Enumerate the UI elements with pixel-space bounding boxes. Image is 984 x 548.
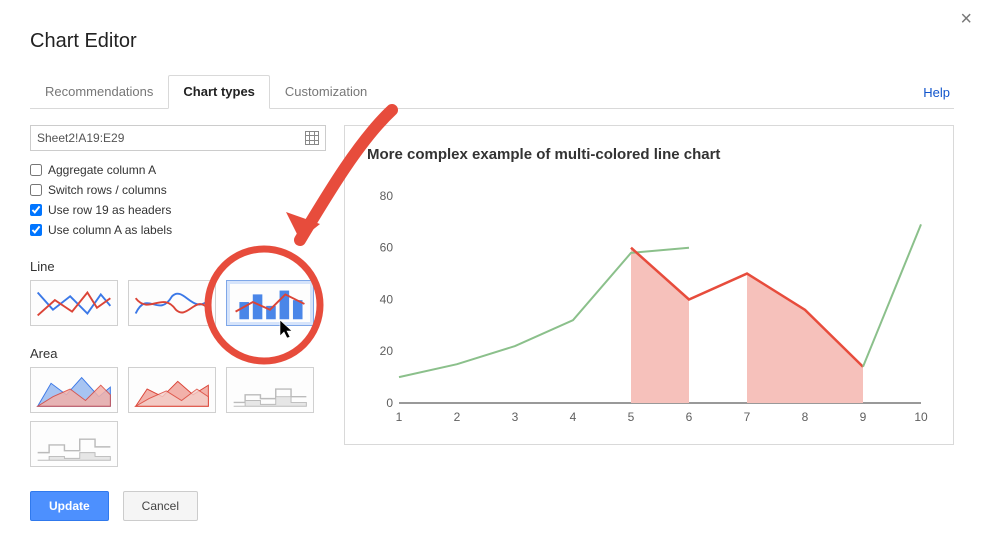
tabs: Recommendations Chart types Customizatio… [30,75,954,109]
svg-text:1: 1 [396,410,403,424]
opt-aggregate[interactable]: Aggregate column A [30,161,330,179]
chart-plot: 0 20 40 60 80 1 2 3 4 5 6 7 8 9 10 [367,177,931,427]
svg-text:3: 3 [512,410,519,424]
cancel-button[interactable]: Cancel [123,491,198,521]
svg-text:60: 60 [380,241,394,255]
section-area-label: Area [30,346,330,361]
options-group: Aggregate column A Switch rows / columns… [30,161,330,239]
opt-label: Use row 19 as headers [48,203,171,217]
dialog-title: Chart Editor [30,30,954,53]
chart-title: More complex example of multi-colored li… [367,146,931,163]
data-range-input[interactable]: Sheet2!A19:E29 [30,125,326,151]
opt-use-col-labels[interactable]: Use column A as labels [30,221,330,239]
chart-preview-panel: More complex example of multi-colored li… [330,125,954,521]
svg-text:0: 0 [386,396,393,410]
section-line-label: Line [30,259,330,274]
opt-label: Use column A as labels [48,223,172,237]
tab-chart-types[interactable]: Chart types [168,75,270,109]
opt-label: Switch rows / columns [48,183,167,197]
update-button[interactable]: Update [30,491,109,521]
checkbox-switch-rows[interactable] [30,184,42,196]
opt-label: Aggregate column A [48,163,156,177]
tab-customization[interactable]: Customization [270,75,382,109]
close-icon[interactable]: × [960,8,972,31]
chart-editor-dialog: × Chart Editor Recommendations Chart typ… [0,0,984,521]
svg-text:80: 80 [380,189,394,203]
area-thumbnails-2 [30,421,330,467]
chart-svg: 0 20 40 60 80 1 2 3 4 5 6 7 8 9 10 [367,177,931,427]
svg-text:4: 4 [570,410,577,424]
grid-icon[interactable] [305,131,319,145]
opt-use-row-headers[interactable]: Use row 19 as headers [30,201,330,219]
svg-text:20: 20 [380,344,394,358]
checkbox-row-headers[interactable] [30,204,42,216]
help-link[interactable]: Help [919,77,954,108]
svg-text:7: 7 [744,410,751,424]
thumb-line-basic[interactable] [30,280,118,326]
svg-text:9: 9 [860,410,867,424]
opt-switch-rows[interactable]: Switch rows / columns [30,181,330,199]
thumb-area-1[interactable] [30,367,118,413]
svg-text:8: 8 [802,410,809,424]
thumb-area-2[interactable] [128,367,216,413]
thumb-line-smooth[interactable] [128,280,216,326]
tab-recommendations[interactable]: Recommendations [30,75,168,109]
svg-text:40: 40 [380,292,394,306]
checkbox-aggregate[interactable] [30,164,42,176]
svg-text:6: 6 [686,410,693,424]
svg-text:10: 10 [914,410,928,424]
line-thumbnails [30,280,330,326]
area-thumbnails-1 [30,367,330,413]
dialog-buttons: Update Cancel [30,491,330,521]
thumb-area-4[interactable] [30,421,118,467]
svg-text:5: 5 [628,410,635,424]
thumb-area-3[interactable] [226,367,314,413]
chart-preview: More complex example of multi-colored li… [344,125,954,445]
svg-text:2: 2 [454,410,461,424]
left-panel: Sheet2!A19:E29 Aggregate column A Switch… [30,125,330,521]
thumb-combo-line-bar[interactable] [226,280,314,326]
checkbox-col-labels[interactable] [30,224,42,236]
data-range-value: Sheet2!A19:E29 [37,131,124,145]
